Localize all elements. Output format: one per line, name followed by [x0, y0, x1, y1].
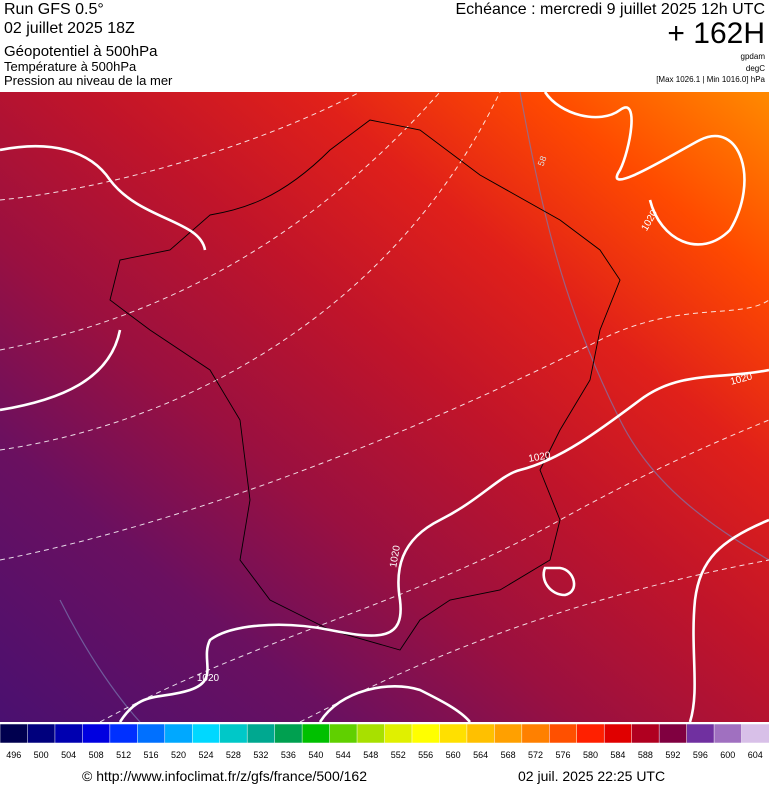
temperature-line [0, 91, 501, 451]
color-swatch [27, 723, 56, 744]
color-swatch [301, 723, 331, 744]
field: Pression au niveau de la mer [4, 73, 173, 88]
color-swatch [411, 723, 441, 744]
color-swatch [219, 723, 248, 744]
color-swatch [631, 723, 660, 744]
pressure-range: [Max 1026.1 | Min 1016.0] hPa [656, 75, 765, 84]
color-swatch [246, 723, 276, 744]
colorbar-label: 568 [501, 750, 516, 760]
field: Température à 500hPa [4, 59, 137, 74]
colorbar-label: 516 [144, 750, 159, 760]
colorbar-label: 556 [418, 750, 433, 760]
colorbar-label: 600 [720, 750, 735, 760]
isobar [688, 518, 769, 723]
colorbar-label: 596 [693, 750, 708, 760]
colorbar-label: 532 [253, 750, 268, 760]
color-swatch [603, 723, 633, 744]
isobar [0, 329, 122, 412]
geopotential-label: 58 [536, 155, 549, 168]
color-swatch [329, 723, 358, 744]
colorbar-label: 572 [528, 750, 543, 760]
color-swatch [82, 723, 111, 744]
color-swatch [274, 723, 303, 744]
source-url: © http://www.infoclimat.fr/z/gfs/france/… [82, 768, 367, 784]
color-swatch [713, 723, 743, 744]
color-swatch [439, 723, 468, 744]
colorbar-label: 552 [391, 750, 406, 760]
run-date: 02 juillet 2025 18Z [4, 20, 135, 37]
colorbar-label: 576 [556, 750, 571, 760]
colorbar-label: 604 [748, 750, 763, 760]
colorbar-label: 520 [171, 750, 186, 760]
color-swatch [549, 723, 578, 744]
isobar [0, 144, 207, 251]
geopotential-line [59, 599, 141, 723]
color-swatch [466, 723, 496, 744]
isobar-label: 1020 [528, 450, 552, 465]
colorbar-label: 524 [198, 750, 213, 760]
temperature-line [0, 91, 361, 201]
temperature-line [0, 299, 769, 561]
timestamp: 02 juil. 2025 22:25 UTC [518, 768, 665, 784]
color-swatch [164, 723, 194, 744]
color-swatch [384, 723, 413, 744]
map: 1020 1020 1020 1020 1020 58 [0, 91, 769, 723]
color-swatch [741, 723, 769, 744]
color-swatch [686, 723, 715, 744]
isobar-label: 1020 [388, 544, 403, 568]
run: Run GFS 0.5° [4, 1, 104, 18]
colorbar-label: 564 [473, 750, 488, 760]
color-swatch [192, 723, 221, 744]
color-swatch [521, 723, 551, 744]
color-swatch [137, 723, 166, 744]
isobar [318, 685, 471, 723]
isobar [118, 368, 769, 723]
geopotential-line [519, 91, 769, 561]
color-swatch [576, 723, 605, 744]
colorbar-label: 588 [638, 750, 653, 760]
temperature-line [99, 419, 769, 723]
color-swatch [109, 723, 139, 744]
color-swatch [54, 723, 84, 744]
field: Géopotentiel à 500hPa [4, 43, 158, 60]
color-swatch [356, 723, 386, 744]
color-swatch [0, 723, 29, 744]
isobar [543, 91, 746, 246]
unit: gpdam [741, 52, 766, 61]
colorbar-label: 512 [116, 750, 131, 760]
colorbar-label: 496 [6, 750, 21, 760]
colorbar-label: 540 [308, 750, 323, 760]
colorbar-label: 580 [583, 750, 598, 760]
colorbar-label: 528 [226, 750, 241, 760]
temperature-line [0, 91, 441, 351]
colorbar-label: 592 [665, 750, 680, 760]
colorbar-label: 560 [446, 750, 461, 760]
colorbar-label: 536 [281, 750, 296, 760]
colorbar-label: 544 [336, 750, 351, 760]
colorbar-label: 508 [89, 750, 104, 760]
colorbar-label: 504 [61, 750, 76, 760]
header: Run GFS 0.5° 02 juillet 2025 18Z Géopote… [4, 1, 766, 88]
colorbar-label: 584 [610, 750, 625, 760]
isobar [542, 566, 576, 597]
color-swatch [494, 723, 523, 744]
color-swatch [658, 723, 688, 744]
colorbar-label: 548 [363, 750, 378, 760]
unit: degC [746, 64, 765, 73]
valid-time: Echéance : mercredi 9 juillet 2025 12h U… [456, 1, 766, 18]
colorbar-label: 500 [34, 750, 49, 760]
france-outline [109, 119, 621, 651]
lead-time: + 162H [667, 17, 765, 50]
isobar-label: 1020 [197, 673, 220, 684]
colorbar: 496 500 504 508 512 516 520 524 528 532 536 540 544 5… [0, 723, 769, 760]
